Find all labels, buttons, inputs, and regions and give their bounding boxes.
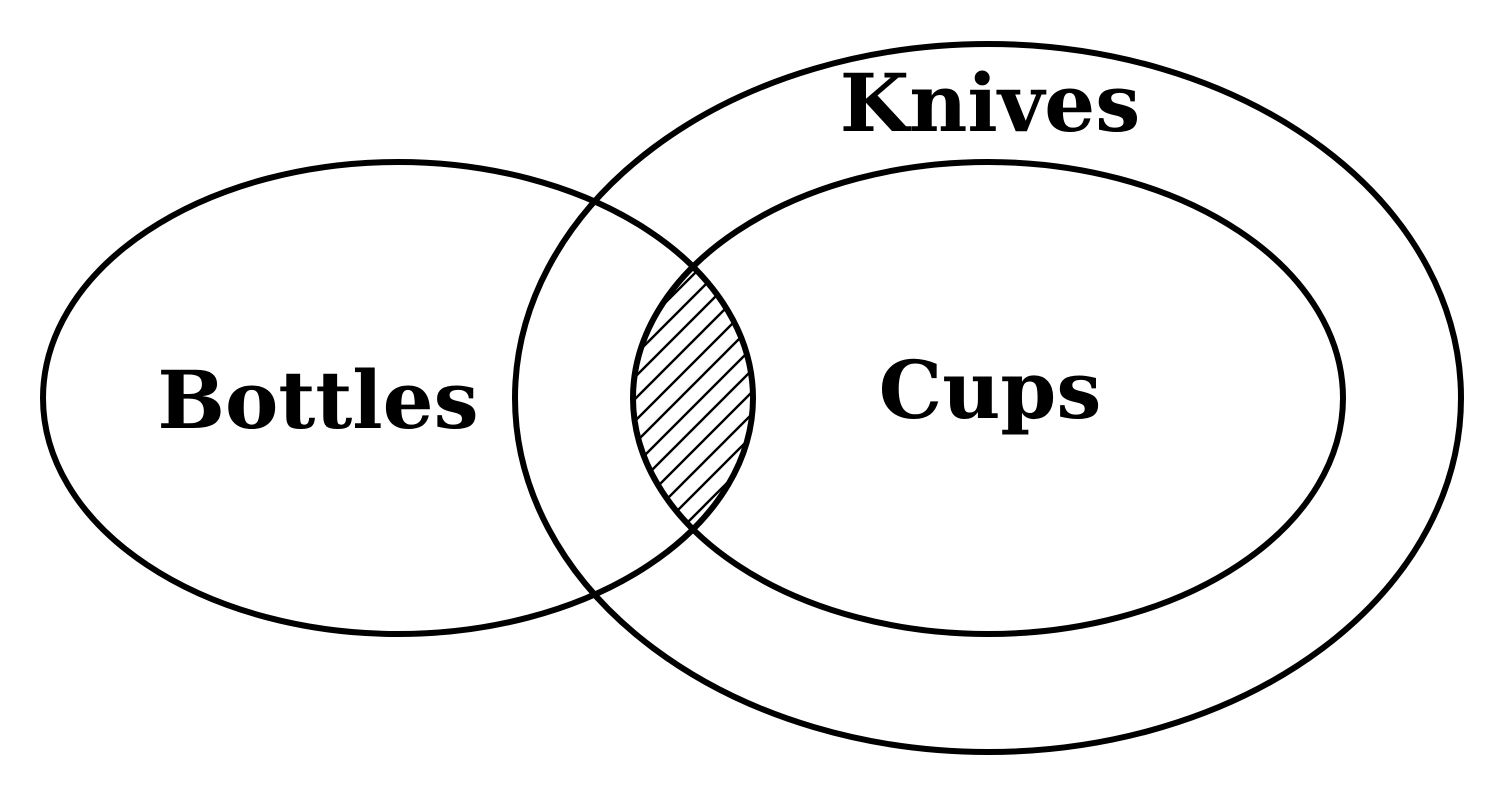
- knives-label: Knives: [840, 56, 1141, 150]
- knives-set-ellipse: [512, 41, 1464, 755]
- bottles-set-ellipse: [40, 159, 756, 637]
- cups-set-ellipse: [630, 159, 1346, 637]
- cups-label: Cups: [879, 343, 1102, 437]
- bottles-label: Bottles: [157, 353, 478, 447]
